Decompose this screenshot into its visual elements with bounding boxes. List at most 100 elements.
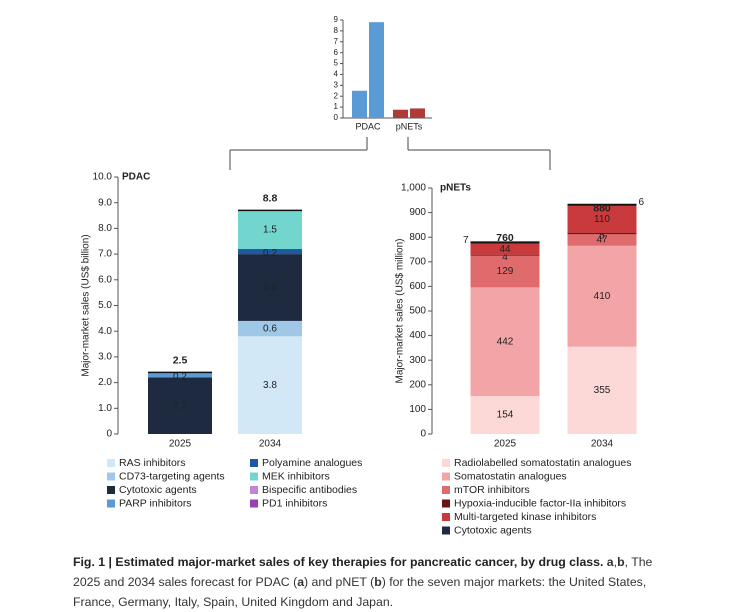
data-label: 355	[594, 385, 611, 396]
y-tick-label: 2.0	[98, 377, 112, 388]
total-label: 8.8	[263, 193, 278, 205]
y-tick-label: 700	[409, 256, 426, 267]
y-tick-label: 9.0	[98, 197, 112, 208]
legend-swatch	[250, 472, 258, 481]
chart-title: pNETs	[440, 183, 471, 194]
legend-label: CD73-targeting agents	[119, 470, 225, 482]
bar-segment	[238, 320, 302, 337]
legend-swatch	[107, 499, 115, 508]
legend-label: Cytotoxic agents	[454, 524, 532, 536]
caption-text: ) for the seven major markets: the Unite…	[73, 575, 647, 609]
legend-label: Cytotoxic agents	[119, 484, 197, 496]
legend-label: RAS inhibitors	[119, 457, 186, 469]
legend-swatch	[442, 513, 450, 521]
y-tick-label: 3.0	[98, 352, 112, 363]
bar-segment	[470, 243, 540, 255]
caption-text: a	[606, 555, 614, 569]
bar	[352, 90, 367, 118]
y-tick-label: 0	[334, 113, 339, 122]
y-tick-label: 600	[409, 281, 426, 292]
y-tick-label: 2	[334, 91, 339, 100]
caption-text: ) and pNET (	[304, 575, 375, 589]
y-tick-label: 1,000	[401, 183, 426, 194]
legend-label: Polyamine analogues	[262, 457, 362, 469]
y-tick-label: 4.0	[98, 326, 112, 337]
chart-title: PDAC	[122, 172, 150, 183]
total-label: 760	[496, 232, 514, 244]
bar-segment	[470, 242, 540, 244]
bar-segment	[148, 377, 212, 434]
y-tick-label: 500	[409, 306, 426, 317]
legend-swatch	[442, 499, 450, 508]
caption-text: b	[374, 575, 382, 589]
data-label: 154	[497, 410, 514, 421]
bar-segment	[238, 336, 302, 434]
x-tick-label: 2034	[591, 439, 614, 450]
x-tick-label: PDAC	[355, 121, 381, 131]
y-tick-label: 6.0	[98, 274, 112, 285]
data-label: 7	[463, 235, 469, 246]
data-label: 442	[497, 336, 514, 347]
bar-segment	[148, 372, 212, 378]
bar-segment	[567, 233, 637, 235]
data-label: 0.6	[263, 323, 277, 334]
caption-text: b	[617, 555, 625, 569]
data-label: 44	[499, 244, 511, 255]
y-tick-label: 200	[409, 379, 426, 390]
bar-segment	[567, 346, 637, 434]
connector	[229, 137, 551, 170]
y-tick-label: 5	[334, 59, 339, 68]
bar-segment	[238, 248, 302, 255]
data-label: 1.5	[263, 224, 277, 235]
legend-swatch	[250, 499, 258, 508]
bar-segment	[470, 396, 540, 434]
legend-swatch	[107, 472, 115, 481]
y-tick-label: 5.0	[98, 300, 112, 311]
y-tick-label: 1	[334, 102, 339, 111]
data-label: 110	[594, 214, 610, 225]
y-tick-label: 400	[409, 330, 426, 341]
legend-swatch	[250, 486, 258, 494]
legend-label: PD1 inhibitors	[262, 497, 327, 509]
bar	[410, 108, 425, 118]
legend-swatch	[107, 486, 115, 494]
bar-segment	[238, 254, 302, 321]
legend-label: MEK inhibitors	[262, 470, 330, 482]
bar-segment	[238, 210, 302, 249]
caption: Fig. 1 | Estimated major-market sales of…	[73, 552, 673, 612]
data-label: 4	[502, 252, 508, 263]
legend-swatch	[442, 459, 450, 467]
data-label: 6	[639, 197, 645, 208]
bar	[393, 109, 408, 118]
caption-text: a	[297, 575, 305, 589]
legend-label: mTOR inhibitors	[454, 484, 530, 496]
data-label: 3.8	[263, 380, 277, 391]
bar-segment	[567, 205, 637, 234]
legend-label: Somatostatin analogues	[454, 470, 567, 482]
bar-segment	[470, 255, 540, 288]
legend-swatch	[442, 486, 450, 494]
data-label: 129	[497, 266, 514, 277]
y-tick-label: 3	[334, 80, 339, 89]
y-tick-label: 300	[409, 355, 426, 366]
y-tick-label: 900	[409, 207, 426, 218]
y-tick-label: 9	[334, 15, 339, 24]
total-label: 2.5	[173, 355, 188, 367]
y-tick-label: 0	[420, 429, 426, 440]
legend-label: Multi-targeted kinase inhibitors	[454, 511, 596, 523]
bar-segment	[567, 245, 637, 347]
x-tick-label: 2025	[494, 439, 517, 450]
legend-label: PARP inhibitors	[119, 497, 192, 509]
y-axis-label: Major-market sales (US$ billion)	[81, 234, 92, 376]
data-label: 5	[599, 230, 605, 241]
y-tick-label: 1.0	[98, 403, 112, 414]
caption-text: Fig. 1 | Estimated major-market sales of…	[73, 555, 607, 569]
data-label: 2.6	[263, 282, 277, 293]
y-tick-label: 0	[106, 429, 112, 440]
y-tick-label: 7	[334, 37, 339, 46]
y-tick-label: 6	[334, 48, 339, 57]
y-tick-label: 10.0	[93, 172, 113, 183]
y-tick-label: 800	[409, 232, 426, 243]
legend-swatch	[442, 526, 450, 535]
x-tick-label: 2034	[259, 439, 282, 450]
